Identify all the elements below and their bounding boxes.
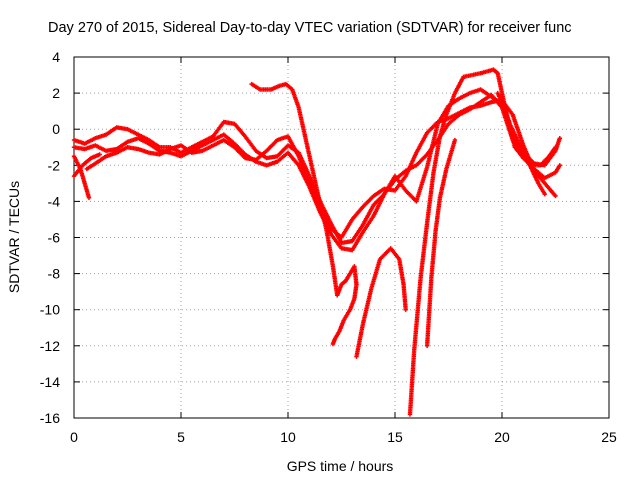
y-tick-label: -6 bbox=[48, 230, 61, 246]
data-point bbox=[97, 152, 102, 157]
x-tick-label: 25 bbox=[601, 429, 617, 445]
x-tick-label: 15 bbox=[387, 429, 403, 445]
data-point bbox=[557, 136, 562, 141]
y-tick-label: -12 bbox=[40, 338, 60, 354]
axis-ticks: 0 5 10 15 20 25 -16 -14 -12 -10 -8 -6 -4 -2 0 2 4 bbox=[40, 49, 617, 445]
x-axis-label: GPS time / hours bbox=[287, 458, 394, 474]
x-tick-label: 0 bbox=[70, 429, 78, 445]
chart-title: Day 270 of 2015, Sidereal Day-to-day VTE… bbox=[48, 20, 572, 36]
grid bbox=[74, 57, 609, 418]
data-point bbox=[557, 163, 562, 168]
data-point bbox=[553, 145, 558, 150]
y-tick-label: -8 bbox=[48, 266, 61, 282]
y-tick-label: 4 bbox=[52, 49, 60, 65]
series-track-6 bbox=[249, 81, 340, 298]
data-point bbox=[86, 195, 92, 200]
y-axis-label: SDTVAR / TECUs bbox=[6, 181, 22, 293]
data-point bbox=[403, 307, 408, 312]
x-tick-label: 20 bbox=[494, 429, 510, 445]
series-track-2 bbox=[71, 92, 562, 253]
x-tick-label: 10 bbox=[280, 429, 296, 445]
series-track-5 bbox=[71, 152, 102, 179]
y-tick-label: -14 bbox=[40, 374, 60, 390]
series-track-10 bbox=[424, 137, 458, 348]
y-tick-label: -10 bbox=[40, 302, 60, 318]
y-tick-label: -2 bbox=[48, 157, 61, 173]
series-track-4 bbox=[71, 154, 92, 200]
y-tick-label: -4 bbox=[48, 193, 61, 209]
x-tick-label: 5 bbox=[177, 429, 185, 445]
y-tick-label: 2 bbox=[52, 85, 60, 101]
series-track-8 bbox=[354, 246, 408, 359]
data-point bbox=[452, 137, 458, 143]
data-point bbox=[542, 191, 547, 197]
series-track-1 bbox=[71, 87, 562, 246]
data-point bbox=[553, 193, 558, 199]
series-track-9 bbox=[407, 67, 558, 417]
y-tick-label: 0 bbox=[52, 121, 60, 137]
series-track-7 bbox=[330, 264, 359, 347]
data-point bbox=[330, 341, 336, 347]
series-track-11 bbox=[495, 90, 547, 197]
y-tick-label: -16 bbox=[40, 410, 60, 426]
data-points bbox=[71, 67, 562, 417]
